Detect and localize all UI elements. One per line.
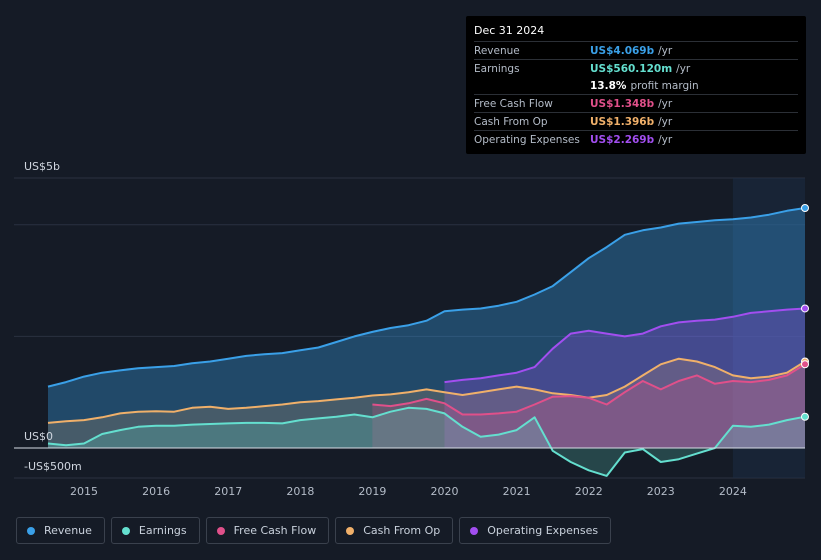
tooltip-value: US$2.269b — [590, 133, 655, 146]
y-tick-label: US$5b — [24, 160, 60, 173]
y-tick-label: US$0 — [24, 430, 53, 443]
tooltip-value: US$4.069b — [590, 44, 655, 57]
legend-dot-icon — [346, 526, 355, 535]
data-tooltip: Dec 31 2024 Revenue US$4.069b /yr Earnin… — [466, 16, 806, 154]
area-free-cash-flow — [372, 364, 805, 448]
endpoint-free-cash-flow — [801, 360, 809, 369]
tooltip-row-revenue: Revenue US$4.069b /yr — [474, 42, 798, 60]
line-cash-from-op — [47, 357, 806, 424]
legend-label: Free Cash Flow — [233, 524, 317, 537]
x-tick-label: 2023 — [647, 485, 675, 498]
area-revenue — [48, 208, 805, 448]
tooltip-unit: profit margin — [630, 79, 699, 92]
tooltip-date: Dec 31 2024 — [474, 24, 798, 42]
endpoint-revenue — [801, 204, 809, 212]
legend-label: Cash From Op — [363, 524, 441, 537]
legend-item-cash-from-op[interactable]: Cash From Op — [335, 517, 454, 544]
area-operating-expenses — [444, 308, 805, 448]
line-revenue — [47, 207, 806, 388]
legend-item-free-cash-flow[interactable]: Free Cash Flow — [205, 517, 330, 544]
area-earnings — [48, 407, 805, 476]
y-tick-label: -US$500m — [24, 460, 82, 473]
series-lines — [47, 207, 806, 477]
tooltip-label: Operating Expenses — [474, 133, 580, 146]
tooltip-value: US$1.396b — [590, 115, 655, 128]
legend-dot-icon — [121, 526, 130, 535]
tooltip-unit: /yr — [658, 115, 673, 128]
forecast-highlight-band — [732, 178, 805, 478]
tooltip-label: Cash From Op — [474, 115, 548, 128]
x-tick-label: 2016 — [142, 485, 170, 498]
legend-item-earnings[interactable]: Earnings — [110, 517, 200, 544]
series-areas — [48, 208, 805, 476]
tooltip-row-operating-expenses: Operating Expenses US$2.269b /yr — [474, 131, 798, 148]
x-tick-label: 2015 — [70, 485, 98, 498]
x-tick-label: 2019 — [358, 485, 386, 498]
x-tick-label: 2017 — [214, 485, 242, 498]
tooltip-row-free-cash-flow: Free Cash Flow US$1.348b /yr — [474, 95, 798, 113]
tooltip-label: Earnings — [474, 62, 520, 75]
x-tick-label: 2018 — [286, 485, 314, 498]
tooltip-label: Revenue — [474, 44, 520, 57]
legend-dot-icon — [216, 526, 225, 535]
tooltip-value: US$1.348b — [590, 97, 655, 110]
area-cash-from-op — [48, 358, 805, 448]
tooltip-row-earnings: Earnings US$560.120m /yr — [474, 60, 798, 77]
line-operating-expenses — [444, 307, 806, 384]
tooltip-value: 13.8% — [590, 79, 627, 92]
y-axis-labels: US$5b US$0 -US$500m — [24, 160, 82, 473]
legend-item-revenue[interactable]: Revenue — [16, 517, 105, 544]
legend-item-operating-expenses[interactable]: Operating Expenses — [459, 517, 612, 544]
endpoint-operating-expenses — [801, 304, 809, 313]
legend-label: Earnings — [138, 524, 187, 537]
legend-dot-icon — [27, 526, 35, 535]
line-earnings — [47, 406, 806, 477]
tooltip-label: Free Cash Flow — [474, 97, 553, 110]
tooltip-row-cash-from-op: Cash From Op US$1.396b /yr — [474, 113, 798, 131]
tooltip-value: US$560.120m — [590, 62, 673, 75]
x-tick-label: 2021 — [503, 485, 531, 498]
tooltip-unit: /yr — [658, 44, 673, 57]
x-axis-labels: 2015 2016 2017 2018 2019 2020 2021 2022 2023 2024 — [70, 485, 747, 498]
x-tick-label: 2024 — [719, 485, 747, 498]
x-tick-label: 2020 — [431, 485, 459, 498]
legend-label: Operating Expenses — [487, 524, 599, 537]
series-endpoints — [801, 204, 809, 421]
legend-dot-icon — [470, 526, 479, 535]
endpoint-earnings — [801, 412, 809, 421]
chart-legend: Revenue Earnings Free Cash Flow Cash Fro… — [16, 517, 612, 546]
line-free-cash-flow — [372, 363, 806, 416]
tooltip-unit: /yr — [676, 62, 691, 75]
tooltip-unit: /yr — [658, 97, 673, 110]
x-tick-label: 2022 — [575, 485, 603, 498]
tooltip-unit: /yr — [658, 133, 673, 146]
tooltip-row-profit-margin: 13.8% profit margin — [474, 77, 798, 95]
legend-label: Revenue — [44, 524, 92, 537]
